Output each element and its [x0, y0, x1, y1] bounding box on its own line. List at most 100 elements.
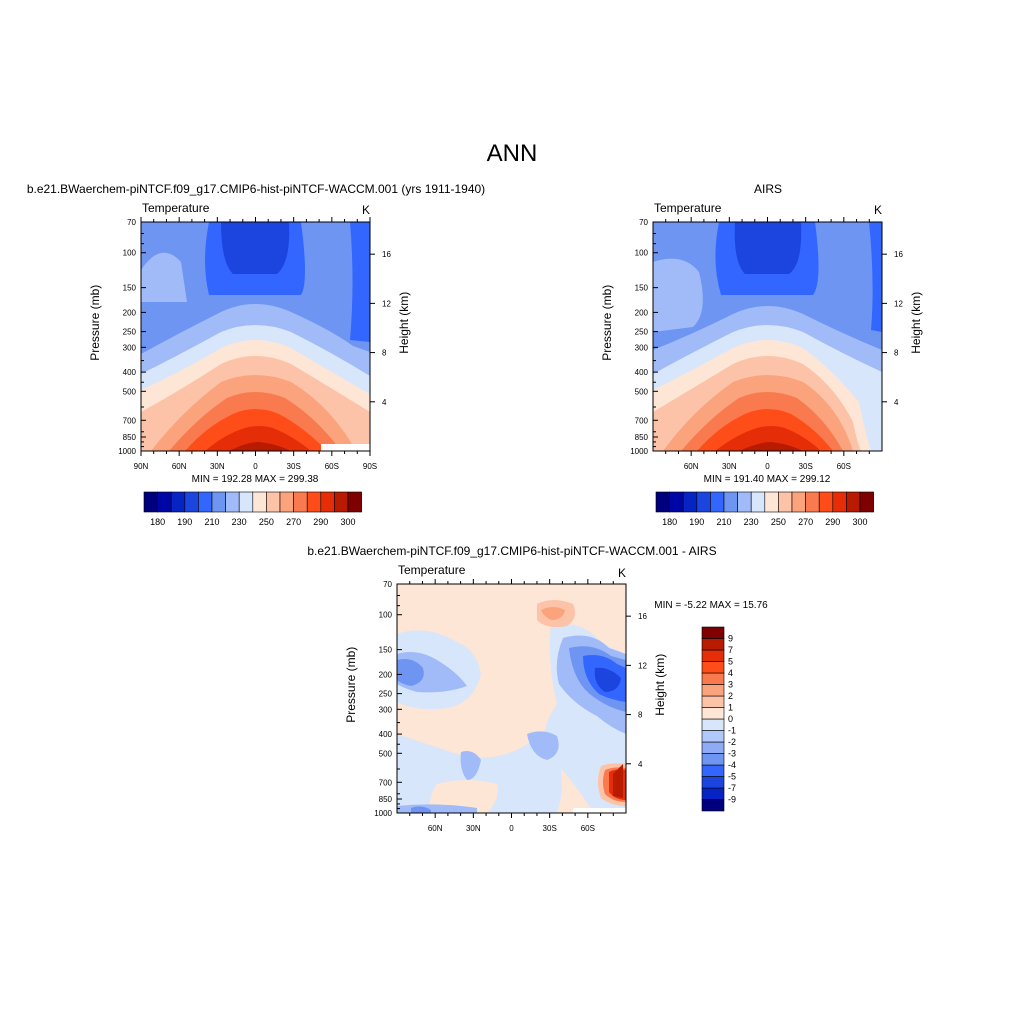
colorbar-label: 270 — [286, 517, 301, 527]
colorbar-swatch — [750, 491, 766, 513]
panel-obs-title: AIRS — [754, 182, 782, 196]
colorbar-label: 3 — [728, 680, 733, 690]
y-tick-label: 500 — [123, 387, 137, 396]
contour-fill — [594, 667, 621, 692]
colorbar-swatch — [701, 799, 725, 812]
x-tick-label: 90S — [363, 462, 377, 471]
y-tick-label: 700 — [379, 778, 393, 787]
colorbar-swatch — [701, 718, 725, 731]
colorbar-swatch — [701, 638, 725, 651]
diff-colorbar: -9 -7-5 -4-3 -2-1 01 23 45 79 — [701, 626, 736, 812]
colorbar-label: 180 — [150, 517, 165, 527]
obs-colorbar: 180 190 210 230 250 270 290 300 — [655, 491, 874, 527]
colorbar-label: -7 — [728, 783, 736, 793]
y-tick-label: 200 — [635, 308, 649, 317]
x-tick-label: 30N — [466, 824, 481, 833]
y-tick-label: 250 — [379, 690, 393, 699]
model-stats: MIN = 192.28 MAX = 299.38 — [192, 474, 319, 485]
diff-stats: MIN = -5.22 MAX = 15.76 — [654, 600, 768, 611]
colorbar-swatch — [669, 491, 684, 513]
contour-fill — [613, 764, 623, 798]
colorbar-swatch — [198, 491, 213, 513]
colorbar-label: -3 — [728, 749, 736, 759]
colorbar-swatch — [701, 684, 725, 697]
colorbar-swatch — [320, 491, 335, 513]
x-tick-label: 60N — [684, 462, 699, 471]
y-tick-label: 400 — [635, 368, 649, 377]
colorbar-label: 300 — [852, 517, 867, 527]
colorbar-swatch — [701, 730, 725, 743]
colorbar-label: 7 — [728, 645, 733, 655]
colorbar-swatch — [347, 491, 362, 513]
obs-stats: MIN = 191.40 MAX = 299.12 — [704, 474, 831, 485]
y-right-axis-title: Height (km) — [397, 292, 411, 354]
panel-obs-left-label: Temperature — [654, 201, 722, 215]
colorbar-label: 4 — [728, 668, 733, 678]
x-tick-label: 60N — [172, 462, 187, 471]
colorbar-swatch — [293, 491, 308, 513]
y-tick-label: 1000 — [118, 447, 136, 456]
panel-obs: AIRS Temperature K 70 — [600, 182, 923, 527]
x-tick-label: 0 — [509, 824, 514, 833]
contour-fill — [739, 442, 803, 451]
colorbar-label: -5 — [728, 772, 736, 782]
y-right-axis-title: Height (km) — [653, 654, 667, 716]
y-axis-title: Pressure (mb) — [344, 647, 358, 723]
colorbar-swatch — [723, 491, 738, 513]
contour-fill — [460, 751, 481, 780]
colorbar-swatch — [184, 491, 199, 513]
y-tick-label: 70 — [127, 218, 136, 227]
x-tick-label: 90N — [134, 462, 149, 471]
colorbar-swatch — [266, 491, 281, 513]
y-tick-label: 70 — [383, 580, 392, 589]
y-tick-label: 850 — [123, 433, 137, 442]
colorbar-label: 1 — [728, 703, 733, 713]
missing-data — [321, 444, 370, 451]
panel-obs-units: K — [874, 203, 882, 217]
y-right-tick-label: 4 — [382, 398, 387, 407]
colorbar-swatch — [832, 491, 847, 513]
y-right-tick-label: 12 — [894, 299, 903, 308]
x-tick-label: 30N — [210, 462, 225, 471]
colorbar-label: 210 — [716, 517, 731, 527]
y-tick-label: 100 — [123, 249, 137, 258]
y-right-tick-label: 12 — [382, 299, 391, 308]
y-tick-label: 150 — [635, 284, 649, 293]
x-tick-label: 60S — [325, 462, 339, 471]
y-right-tick-label: 16 — [894, 250, 903, 259]
contour-fill — [429, 780, 498, 813]
obs-plot-area — [653, 222, 882, 451]
y-tick-label: 200 — [123, 308, 137, 317]
y-right-tick-label: 8 — [638, 711, 643, 720]
colorbar-swatch — [701, 672, 725, 685]
colorbar-swatch — [805, 491, 820, 513]
colorbar-label: 210 — [204, 517, 219, 527]
colorbar-label: 250 — [771, 517, 786, 527]
x-tick-label: 0 — [765, 462, 770, 471]
colorbar-swatch — [701, 776, 725, 789]
y-right-tick-label: 4 — [638, 760, 643, 769]
colorbar-label: 190 — [177, 517, 192, 527]
panel-diff-title: b.e21.BWaerchem-piNTCF.f09_g17.CMIP6-his… — [307, 544, 716, 558]
colorbar-swatch — [701, 787, 725, 800]
y-right-tick-label: 16 — [638, 612, 647, 621]
y-tick-label: 500 — [379, 749, 393, 758]
colorbar-swatch — [764, 491, 779, 513]
colorbar-swatch — [701, 695, 725, 708]
y-right-tick-label: 12 — [638, 661, 647, 670]
y-tick-label: 70 — [639, 218, 648, 227]
colorbar-label: 290 — [825, 517, 840, 527]
y-tick-label: 850 — [379, 795, 393, 804]
y-tick-label: 100 — [379, 611, 393, 620]
colorbar-swatch — [279, 491, 294, 513]
panel-model-left-label: Temperature — [142, 201, 210, 215]
contour-fill — [141, 252, 187, 302]
panel-model: b.e21.BWaerchem-piNTCF.f09_g17.CMIP6-his… — [27, 182, 485, 527]
y-tick-label: 300 — [635, 343, 649, 352]
x-tick-label: 60N — [428, 824, 443, 833]
y-axis-title: Pressure (mb) — [88, 285, 102, 361]
colorbar-label: 9 — [728, 634, 733, 644]
colorbar-swatch — [211, 491, 226, 513]
colorbar-swatch — [157, 491, 172, 513]
